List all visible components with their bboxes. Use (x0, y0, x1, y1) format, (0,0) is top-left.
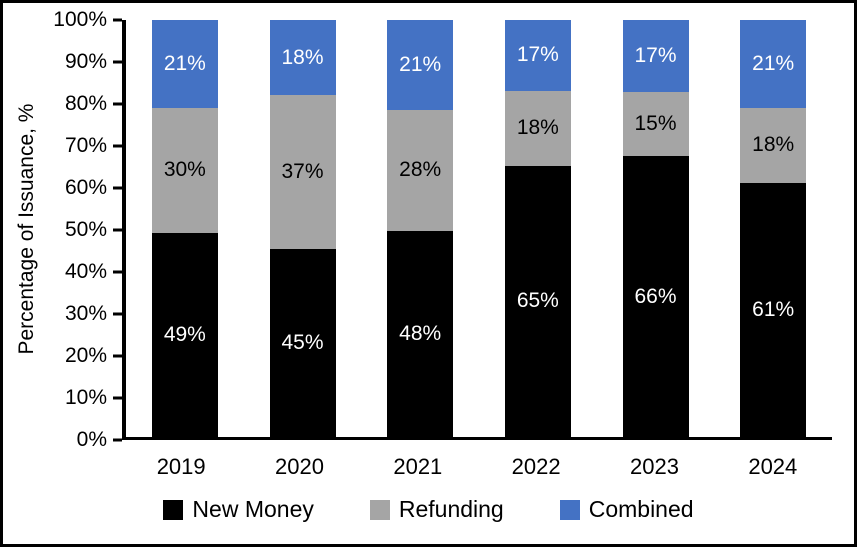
bar-segment-refunding-2023: 15% (622, 92, 689, 157)
bar-segment-new-money-2019: 49% (151, 232, 218, 437)
legend-label: New Money (192, 496, 314, 522)
y-tick-label: 80% (64, 92, 107, 115)
bar-segment-new-money-2021: 48% (387, 230, 454, 437)
segment-label: 45% (281, 331, 324, 355)
y-tick-label: 40% (64, 260, 107, 283)
y-tick-label: 90% (64, 50, 107, 73)
segment-label: 17% (516, 43, 559, 67)
bar-column-2022: 17% 18% 65% (479, 20, 597, 437)
x-axis-label-2021: 2021 (393, 454, 443, 479)
legend-label: Combined (588, 496, 694, 522)
stacked-bar-2019: 21% 30% 49% (151, 20, 218, 437)
y-tick-label: 0% (76, 428, 107, 451)
segment-label: 48% (399, 321, 442, 345)
x-axis-label-2023: 2023 (630, 454, 679, 479)
bar-segment-combined-2021: 21% (387, 20, 454, 111)
y-tick-label: 20% (64, 344, 107, 367)
bar-segment-combined-2019: 21% (151, 20, 218, 108)
segment-label: 28% (399, 158, 442, 182)
bar-segment-refunding-2024: 18% (740, 107, 807, 183)
y-axis: 0% 10% 20% 30% 40% 50% 60% 70% 80% 90% 100% (3, 9, 122, 451)
legend-swatch-combined (559, 499, 580, 520)
y-tick-label: 60% (64, 176, 107, 199)
stacked-bar-2020: 18% 37% 45% (269, 20, 336, 437)
legend-item-refunding: Refunding (369, 496, 504, 523)
bar-column-2019: 21% 30% 49% (126, 20, 244, 437)
x-axis-label-2024: 2024 (748, 454, 798, 479)
legend-swatch-refunding (369, 499, 390, 520)
legend-item-combined: Combined (559, 496, 694, 523)
y-tick-mark (113, 228, 122, 232)
plot-area: 21% 30% 49% 18% 37% 45% 21% 28% 48% 17% 18% 65% 17% 1… (122, 20, 832, 440)
segment-label: 21% (752, 51, 795, 75)
bar-segment-refunding-2021: 28% (387, 110, 454, 231)
stacked-bar-2021: 21% 28% 48% (387, 20, 454, 437)
y-tick-mark (113, 186, 122, 190)
y-tick-label: 30% (64, 302, 107, 325)
legend-label: Refunding (398, 496, 504, 522)
bar-column-2021: 21% 28% 48% (361, 20, 479, 437)
bar-segment-new-money-2022: 65% (504, 165, 571, 437)
x-axis-labels: 2019 2020 2021 2022 2023 2024 (122, 453, 832, 481)
y-tick-label: 50% (64, 218, 107, 241)
y-tick-mark (113, 438, 122, 442)
bar-segment-new-money-2020: 45% (269, 249, 336, 437)
segment-label: 21% (163, 51, 206, 75)
segment-label: 65% (516, 289, 559, 313)
bars-layer: 21% 30% 49% 18% 37% 45% 21% 28% 48% 17% 18% 65% 17% 1… (126, 20, 832, 437)
legend: New Money Refunding Combined (3, 496, 854, 523)
segment-label: 37% (281, 160, 324, 184)
y-tick-mark (113, 144, 122, 148)
legend-swatch-new-money (163, 499, 184, 520)
y-tick-mark (113, 312, 122, 316)
y-tick-mark (113, 102, 122, 106)
x-axis-label-2019: 2019 (156, 454, 206, 479)
bar-segment-combined-2022: 17% (504, 20, 571, 91)
y-tick-label: 70% (64, 134, 107, 157)
segment-label: 30% (163, 158, 206, 182)
y-tick-mark (113, 354, 122, 358)
bar-column-2024: 21% 18% 61% (714, 20, 832, 437)
bar-segment-combined-2024: 21% (740, 20, 807, 108)
bar-segment-new-money-2024: 61% (740, 182, 807, 437)
segment-label: 49% (163, 322, 206, 346)
bar-segment-refunding-2022: 18% (504, 90, 571, 166)
bar-segment-combined-2020: 18% (269, 20, 336, 96)
segment-label: 17% (634, 44, 677, 68)
segment-label: 66% (634, 284, 677, 308)
y-tick-label: 10% (64, 386, 107, 409)
stacked-bar-2023: 17% 15% 66% (622, 20, 689, 437)
y-tick-mark (113, 396, 122, 400)
segment-label: 18% (516, 116, 559, 140)
segment-label: 21% (399, 53, 442, 77)
y-tick-mark (113, 60, 122, 64)
bar-segment-refunding-2019: 30% (151, 107, 218, 233)
x-axis-label-2022: 2022 (511, 454, 561, 479)
y-tick-mark (113, 270, 122, 274)
bar-segment-combined-2023: 17% (622, 20, 689, 93)
bar-column-2020: 18% 37% 45% (244, 20, 362, 437)
segment-label: 15% (634, 112, 677, 136)
y-tick-label: 100% (53, 8, 107, 31)
segment-label: 61% (752, 297, 795, 321)
stacked-bar-2022: 17% 18% 65% (504, 20, 571, 437)
bar-segment-refunding-2020: 37% (269, 95, 336, 250)
bar-column-2023: 17% 15% 66% (597, 20, 715, 437)
stacked-bar-2024: 21% 18% 61% (740, 20, 807, 437)
x-axis-label-2020: 2020 (275, 454, 324, 479)
segment-label: 18% (752, 133, 795, 157)
bar-segment-new-money-2023: 66% (622, 156, 689, 437)
segment-label: 18% (281, 45, 324, 69)
y-tick-mark (113, 18, 122, 22)
legend-item-new-money: New Money (163, 496, 314, 523)
